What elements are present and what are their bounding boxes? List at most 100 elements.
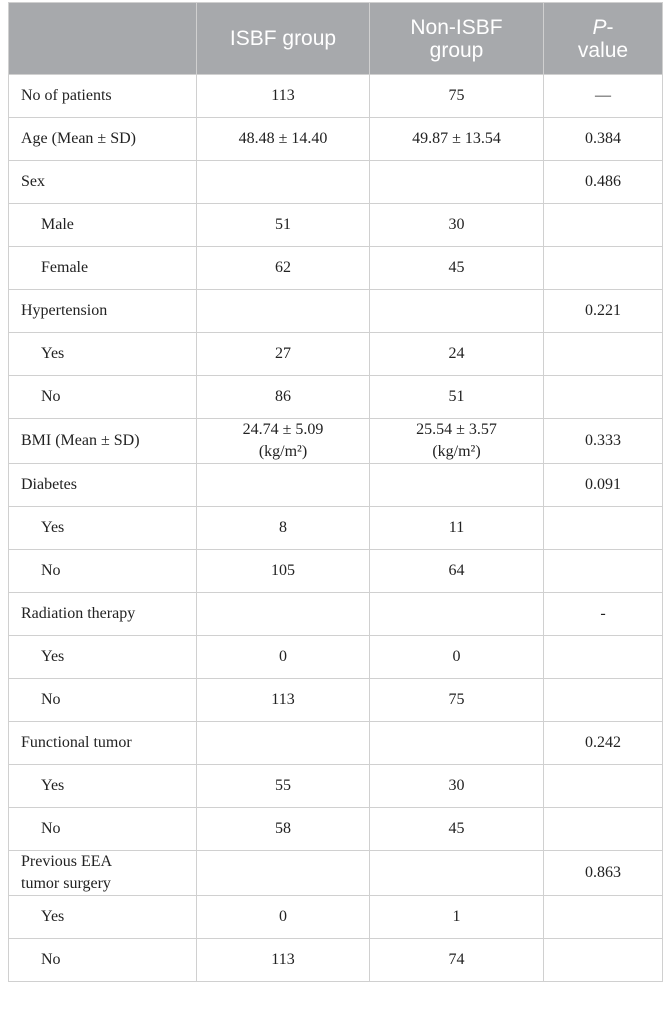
table-cell bbox=[196, 289, 370, 333]
row-label: Diabetes bbox=[8, 463, 197, 507]
table-cell bbox=[543, 549, 663, 593]
table-cell: 45 bbox=[369, 246, 544, 290]
table-cell: 51 bbox=[196, 203, 370, 247]
table-cell bbox=[196, 721, 370, 765]
table-cell bbox=[543, 332, 663, 376]
table-head: ISBF group Non-ISBF group P-value bbox=[8, 2, 663, 75]
table-row: Hypertension 0.221 bbox=[8, 289, 663, 333]
table-cell: 0.384 bbox=[543, 117, 663, 161]
table-cell: 30 bbox=[369, 203, 544, 247]
table-cell: 11 bbox=[369, 506, 544, 550]
table-cell: 0.221 bbox=[543, 289, 663, 333]
table-row: Radiation therapy - bbox=[8, 592, 663, 636]
table-row: Age (Mean ± SD) 48.48 ± 14.40 49.87 ± 13.5… bbox=[8, 117, 663, 161]
table-row: Previous EEA tumor surgery 0.863 bbox=[8, 850, 663, 896]
table-row: Yes 8 11 bbox=[8, 506, 663, 550]
table-body: No of patients 113 75— Age (Mean ± SD) 48.48… bbox=[8, 74, 663, 982]
table-cell: 0.863 bbox=[543, 850, 663, 896]
table-cell: 0.486 bbox=[543, 160, 663, 204]
table: ISBF group Non-ISBF group P-value No of … bbox=[8, 2, 663, 982]
table-cell: 0.333 bbox=[543, 418, 663, 464]
table-cell: 64 bbox=[369, 549, 544, 593]
row-label: No bbox=[8, 938, 197, 982]
row-label: Yes bbox=[8, 635, 197, 679]
table-cell: 86 bbox=[196, 375, 370, 419]
table-cell: 25.54 ± 3.57 (kg/m²) bbox=[369, 418, 544, 464]
table-cell: 1 bbox=[369, 895, 544, 939]
table-cell: 49.87 ± 13.54 bbox=[369, 117, 544, 161]
table-row: Male 51 30 bbox=[8, 203, 663, 247]
table-cell bbox=[369, 289, 544, 333]
row-label: No bbox=[8, 549, 197, 593]
table-cell bbox=[369, 592, 544, 636]
table-cell: 0.091 bbox=[543, 463, 663, 507]
table-cell bbox=[543, 807, 663, 851]
table-cell: — bbox=[543, 74, 663, 118]
row-label: Yes bbox=[8, 506, 197, 550]
row-label: Yes bbox=[8, 764, 197, 808]
table-cell bbox=[543, 375, 663, 419]
table-cell bbox=[543, 678, 663, 722]
table-cell: 75 bbox=[369, 678, 544, 722]
table-cell: 113 bbox=[196, 938, 370, 982]
row-label: No bbox=[8, 807, 197, 851]
row-label: No bbox=[8, 678, 197, 722]
row-label: Radiation therapy bbox=[8, 592, 197, 636]
table-cell: 74 bbox=[369, 938, 544, 982]
table-row: BMI (Mean ± SD) 24.74 ± 5.09 (kg/m²) 25.54… bbox=[8, 418, 663, 464]
table-cell: 24 bbox=[369, 332, 544, 376]
table-cell bbox=[369, 160, 544, 204]
table-cell: 24.74 ± 5.09 (kg/m²) bbox=[196, 418, 370, 464]
table-row: No 105 64 bbox=[8, 549, 663, 593]
table-cell bbox=[543, 895, 663, 939]
row-label: Female bbox=[8, 246, 197, 290]
row-label: Previous EEA tumor surgery bbox=[8, 850, 197, 896]
row-label: Sex bbox=[8, 160, 197, 204]
table-cell bbox=[369, 463, 544, 507]
table-cell: 75 bbox=[369, 74, 544, 118]
row-label: Functional tumor bbox=[8, 721, 197, 765]
table-cell: 62 bbox=[196, 246, 370, 290]
table-cell bbox=[369, 721, 544, 765]
table-cell bbox=[196, 850, 370, 896]
table-cell: 0.242 bbox=[543, 721, 663, 765]
table-cell: 48.48 ± 14.40 bbox=[196, 117, 370, 161]
table-row: Yes 0 1 bbox=[8, 895, 663, 939]
table-cell: 105 bbox=[196, 549, 370, 593]
header-cell bbox=[8, 2, 197, 75]
header-cell: ISBF group bbox=[196, 2, 370, 75]
table-cell: - bbox=[543, 592, 663, 636]
table-row: Sex 0.486 bbox=[8, 160, 663, 204]
table-cell bbox=[196, 592, 370, 636]
table-row: Yes 27 24 bbox=[8, 332, 663, 376]
table-cell: 113 bbox=[196, 678, 370, 722]
table-row: No 113 74 bbox=[8, 938, 663, 982]
row-label: Hypertension bbox=[8, 289, 197, 333]
header-cell: Non-ISBF group bbox=[369, 2, 544, 75]
row-label: No bbox=[8, 375, 197, 419]
table-cell: 45 bbox=[369, 807, 544, 851]
table-cell: 0 bbox=[369, 635, 544, 679]
table-cell bbox=[543, 246, 663, 290]
table-cell: 30 bbox=[369, 764, 544, 808]
table-row: Yes 55 30 bbox=[8, 764, 663, 808]
header-cell: P-value bbox=[543, 2, 663, 75]
table-cell: 58 bbox=[196, 807, 370, 851]
table-row: No 58 45 bbox=[8, 807, 663, 851]
table-row: Yes 0 0 bbox=[8, 635, 663, 679]
row-label: Age (Mean ± SD) bbox=[8, 117, 197, 161]
table-row: No 86 51 bbox=[8, 375, 663, 419]
table-cell: 0 bbox=[196, 635, 370, 679]
row-label: Yes bbox=[8, 895, 197, 939]
row-label: Yes bbox=[8, 332, 197, 376]
table-cell: 55 bbox=[196, 764, 370, 808]
table-cell bbox=[196, 463, 370, 507]
table-cell: 113 bbox=[196, 74, 370, 118]
header-row: ISBF group Non-ISBF group P-value bbox=[8, 2, 663, 75]
table-cell bbox=[543, 506, 663, 550]
table-cell bbox=[543, 203, 663, 247]
table-cell bbox=[369, 850, 544, 896]
table-cell bbox=[543, 938, 663, 982]
table-cell bbox=[196, 160, 370, 204]
